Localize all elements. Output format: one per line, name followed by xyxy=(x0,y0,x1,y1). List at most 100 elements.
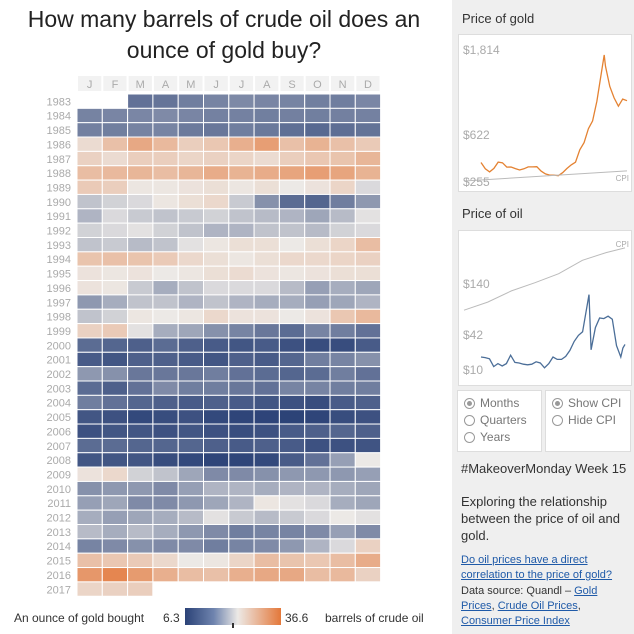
heatmap-cell[interactable] xyxy=(101,437,129,454)
heatmap-cell[interactable] xyxy=(127,265,154,282)
heatmap-cell[interactable] xyxy=(228,337,255,353)
heatmap-cell[interactable] xyxy=(203,265,230,282)
heatmap-cell[interactable] xyxy=(304,280,331,296)
heatmap-cell[interactable] xyxy=(127,495,154,511)
heatmap-cell[interactable] xyxy=(76,222,103,238)
heatmap-cell[interactable] xyxy=(278,538,306,554)
heatmap-cell[interactable] xyxy=(253,308,280,325)
heatmap-cell[interactable] xyxy=(152,208,179,224)
heatmap-cell[interactable] xyxy=(329,237,356,253)
heatmap-cell[interactable] xyxy=(127,423,154,439)
heatmap-cell[interactable] xyxy=(253,495,280,511)
heatmap-cell[interactable] xyxy=(228,409,255,425)
radio-months[interactable]: Months xyxy=(464,396,519,410)
heatmap-cell[interactable] xyxy=(253,466,280,482)
heatmap-cell[interactable] xyxy=(127,380,154,396)
heatmap-cell[interactable] xyxy=(304,265,331,282)
heatmap-cell[interactable] xyxy=(228,150,255,167)
heatmap-cell[interactable] xyxy=(304,437,331,454)
heatmap-cell[interactable] xyxy=(329,193,356,210)
heatmap-cell[interactable] xyxy=(278,409,306,425)
heatmap-cell[interactable] xyxy=(228,222,255,238)
heatmap-cell[interactable] xyxy=(253,423,280,439)
heatmap-cell[interactable] xyxy=(329,222,356,238)
heatmap-cell[interactable] xyxy=(101,280,129,296)
heatmap-cell[interactable] xyxy=(304,466,331,482)
heatmap-cell[interactable] xyxy=(329,538,356,554)
heatmap-cell[interactable] xyxy=(278,93,306,109)
heatmap-cell[interactable] xyxy=(228,323,255,339)
heatmap-cell[interactable] xyxy=(76,308,103,325)
heatmap-cell[interactable] xyxy=(152,567,179,583)
heatmap-cell[interactable] xyxy=(76,179,103,195)
heatmap-cell[interactable] xyxy=(329,423,356,439)
heatmap-cell[interactable] xyxy=(203,308,230,325)
heatmap-cell[interactable] xyxy=(354,323,382,339)
heatmap-cell[interactable] xyxy=(127,567,154,583)
heatmap-cell[interactable] xyxy=(253,552,280,569)
heatmap-cell[interactable] xyxy=(329,437,356,454)
heatmap-cell[interactable] xyxy=(304,107,331,124)
heatmap-cell[interactable] xyxy=(329,495,356,511)
heatmap-cell[interactable] xyxy=(278,107,306,124)
heatmap-cell-empty[interactable] xyxy=(76,93,103,109)
heatmap-cell[interactable] xyxy=(101,538,129,554)
heatmap-cell[interactable] xyxy=(354,136,382,152)
heatmap-cell[interactable] xyxy=(329,107,356,124)
heatmap-cell[interactable] xyxy=(278,437,306,454)
heatmap-cell[interactable] xyxy=(203,122,230,138)
heatmap-cell[interactable] xyxy=(76,552,103,569)
heatmap-cell[interactable] xyxy=(253,394,280,411)
heatmap-cell[interactable] xyxy=(127,337,154,353)
heatmap-cell[interactable] xyxy=(329,552,356,569)
heatmap-cell[interactable] xyxy=(354,308,382,325)
heatmap-cell[interactable] xyxy=(152,107,179,124)
heatmap-cell[interactable] xyxy=(177,237,204,253)
heatmap-cell[interactable] xyxy=(278,524,306,540)
heatmap-cell[interactable] xyxy=(253,509,280,525)
heatmap-cell[interactable] xyxy=(127,323,154,339)
heatmap-cell[interactable] xyxy=(278,351,306,368)
heatmap-cell[interactable] xyxy=(329,524,356,540)
heatmap-cell[interactable] xyxy=(101,251,129,267)
heatmap-cell[interactable] xyxy=(278,208,306,224)
heatmap-cell[interactable] xyxy=(228,280,255,296)
heatmap-cell[interactable] xyxy=(278,495,306,511)
heatmap-cell[interactable] xyxy=(304,237,331,253)
heatmap-cell[interactable] xyxy=(177,122,204,138)
heatmap-cell-empty[interactable] xyxy=(329,581,356,597)
heatmap-cell[interactable] xyxy=(228,351,255,368)
heatmap-cell[interactable] xyxy=(127,308,154,325)
heatmap-cell[interactable] xyxy=(177,193,204,210)
heatmap-cell[interactable] xyxy=(253,107,280,124)
heatmap-cell[interactable] xyxy=(329,366,356,382)
heatmap-cell[interactable] xyxy=(253,337,280,353)
heatmap-cell[interactable] xyxy=(228,524,255,540)
heatmap-cell[interactable] xyxy=(253,165,280,181)
heatmap-cell[interactable] xyxy=(76,538,103,554)
heatmap-cell[interactable] xyxy=(304,122,331,138)
heatmap-cell[interactable] xyxy=(76,437,103,454)
heatmap-cell[interactable] xyxy=(177,337,204,353)
heatmap-cell[interactable] xyxy=(152,136,179,152)
heatmap-cell[interactable] xyxy=(304,409,331,425)
heatmap-cell[interactable] xyxy=(354,251,382,267)
heatmap-cell[interactable] xyxy=(278,193,306,210)
heatmap-cell[interactable] xyxy=(253,280,280,296)
heatmap-cell[interactable] xyxy=(127,480,154,497)
radio-quarters[interactable]: Quarters xyxy=(464,413,527,427)
heatmap-cell[interactable] xyxy=(203,150,230,167)
heatmap-cell[interactable] xyxy=(329,351,356,368)
heatmap-cell[interactable] xyxy=(76,165,103,181)
heatmap-cell[interactable] xyxy=(228,495,255,511)
heatmap-cell[interactable] xyxy=(101,222,129,238)
heatmap-cell[interactable] xyxy=(228,394,255,411)
heatmap-cell[interactable] xyxy=(101,208,129,224)
heatmap-cell[interactable] xyxy=(278,308,306,325)
heatmap-cell[interactable] xyxy=(278,480,306,497)
heatmap-cell[interactable] xyxy=(152,308,179,325)
heatmap-cell[interactable] xyxy=(127,237,154,253)
heatmap-cell[interactable] xyxy=(354,222,382,238)
heatmap-cell[interactable] xyxy=(76,294,103,310)
heatmap-cell[interactable] xyxy=(203,294,230,310)
